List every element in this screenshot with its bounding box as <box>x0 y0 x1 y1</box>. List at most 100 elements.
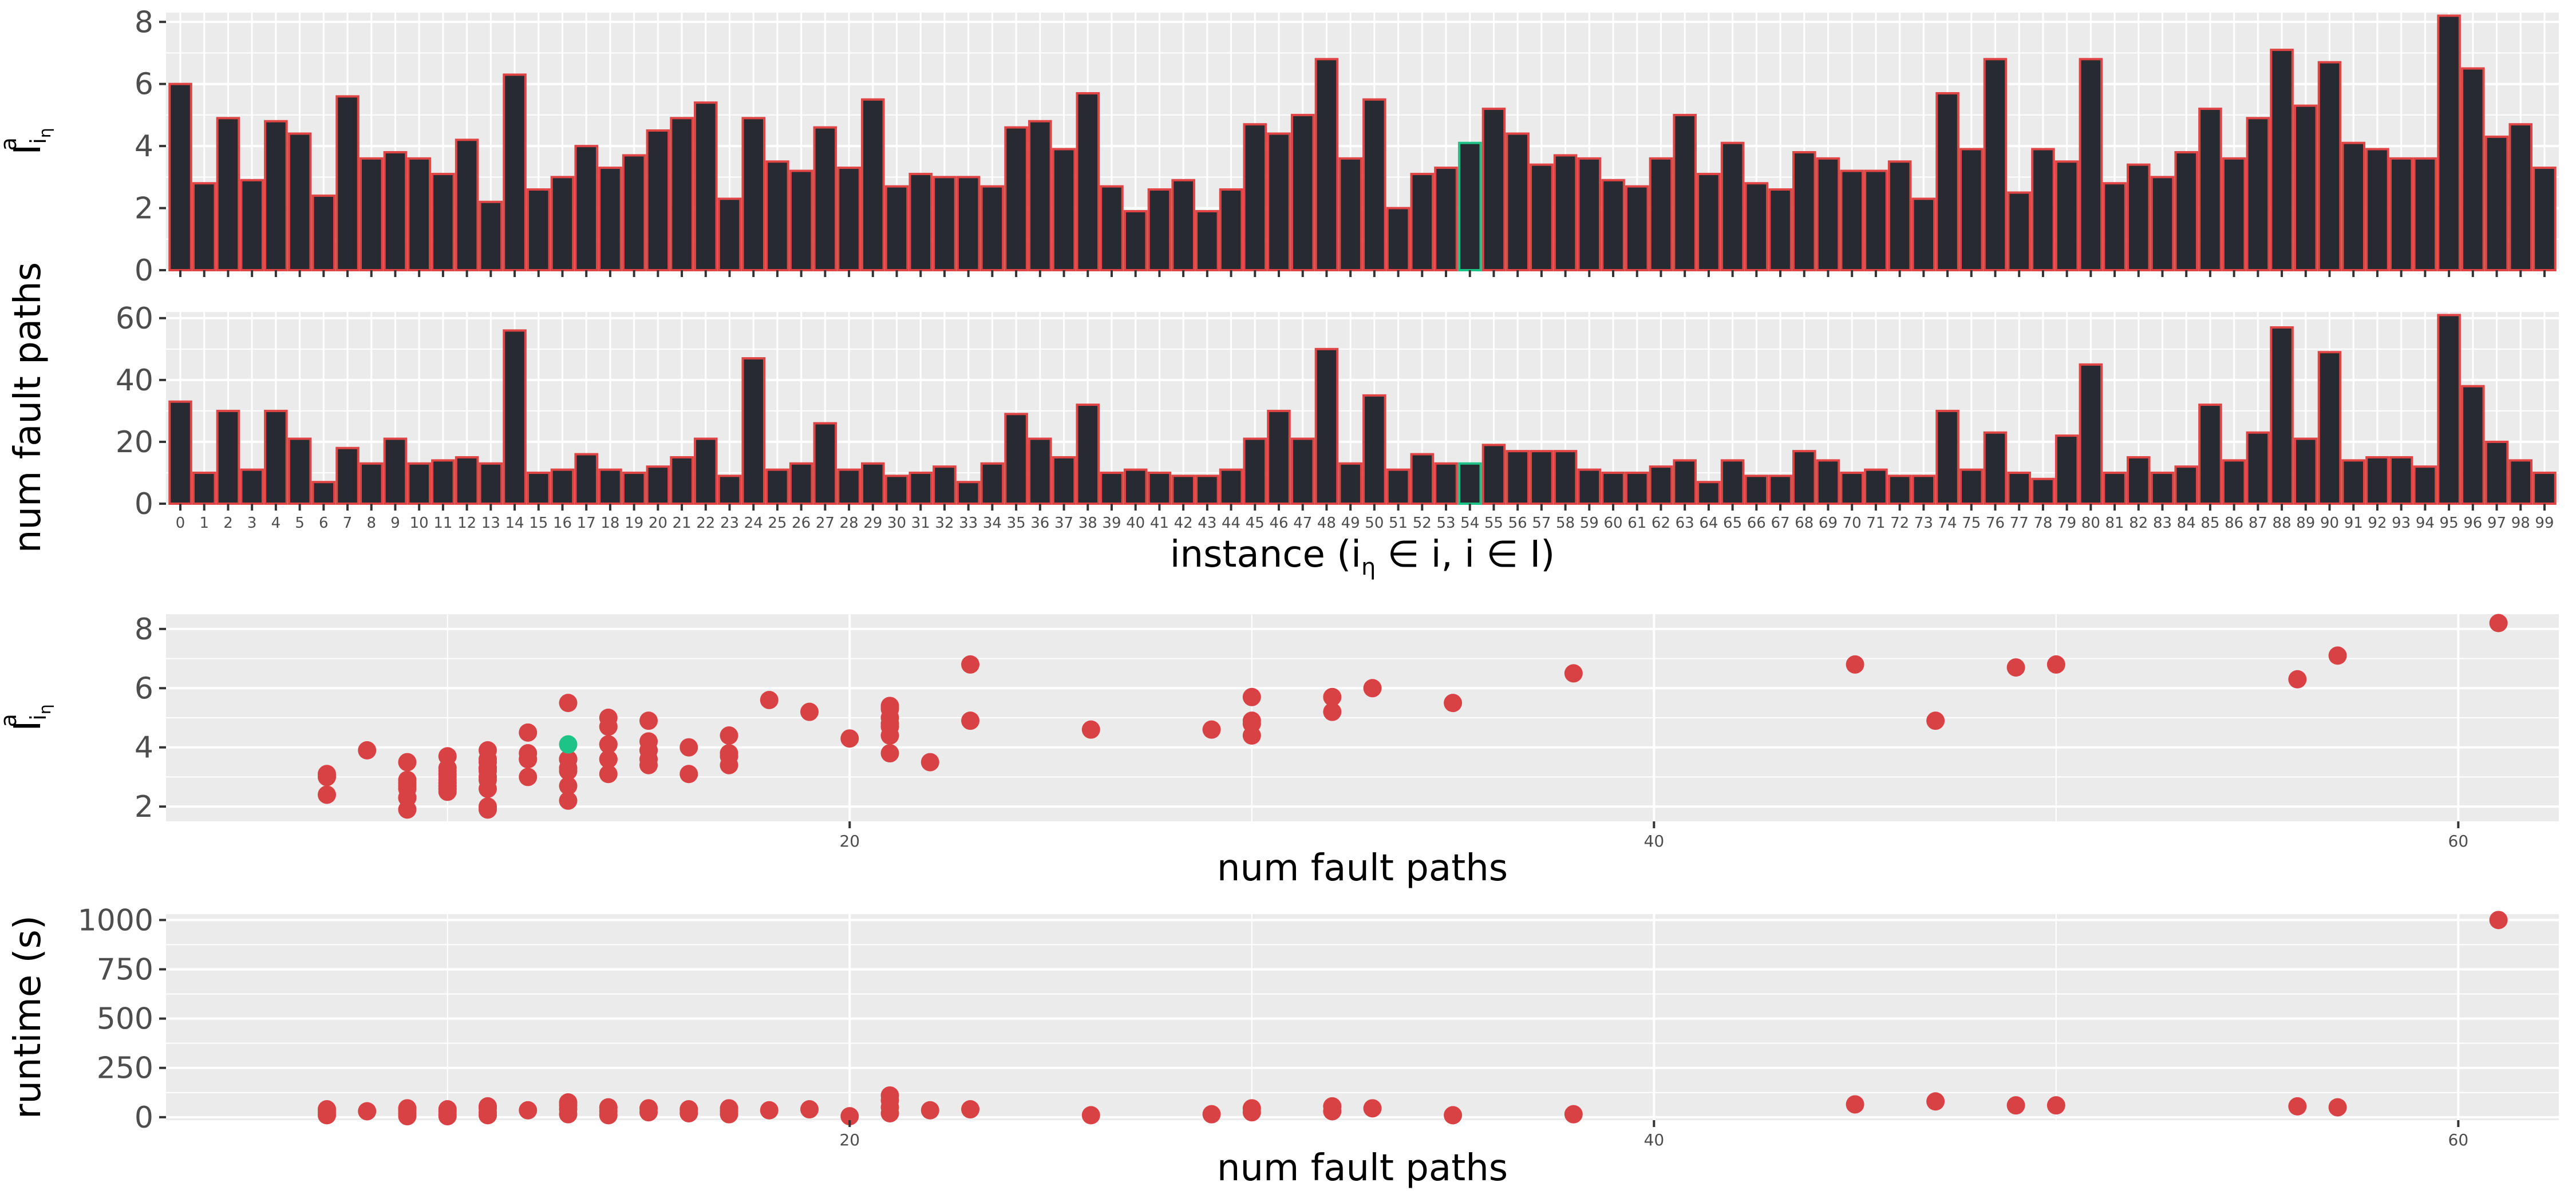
bar <box>1195 209 1219 271</box>
bar <box>431 459 455 505</box>
bar <box>2007 191 2031 271</box>
y-tick-label: 1000 <box>78 903 153 938</box>
bar <box>1386 207 1411 271</box>
bar <box>717 475 742 505</box>
x-tick-label: 40 <box>1644 832 1665 851</box>
x-tick-label: 98 <box>2511 515 2530 532</box>
x-tick-label: 26 <box>792 515 811 532</box>
bar <box>2007 471 2031 505</box>
point <box>720 1099 738 1118</box>
bar <box>789 169 813 271</box>
bar <box>1434 167 1458 272</box>
point <box>961 1100 980 1119</box>
point <box>800 1100 819 1119</box>
bar <box>359 157 384 271</box>
x-tick-label: 27 <box>816 515 835 532</box>
bar <box>2294 437 2318 505</box>
x-tick-label: 67 <box>1771 515 1789 532</box>
bar <box>2150 176 2175 271</box>
bar <box>2341 459 2366 505</box>
bar-highlighted <box>1457 141 1482 271</box>
bar <box>2294 104 2318 271</box>
point <box>639 1103 658 1122</box>
bar <box>359 462 384 505</box>
y-axis-label-sub: i <box>26 714 51 721</box>
bar <box>1697 481 1721 505</box>
bar <box>670 117 694 272</box>
bar <box>2341 141 2366 271</box>
bar <box>2246 117 2270 272</box>
bar <box>1314 58 1339 272</box>
x-tick-label: 81 <box>2105 515 2124 532</box>
bar <box>933 465 957 505</box>
x-tick-label: 82 <box>2129 515 2148 532</box>
x-tick-label: 2 <box>223 515 233 532</box>
bar <box>1744 182 1769 272</box>
bar <box>1195 475 1219 505</box>
bar <box>1100 471 1124 505</box>
bar <box>1123 468 1148 505</box>
x-tick-label: 91 <box>2344 515 2363 532</box>
bar <box>1553 450 1578 505</box>
point <box>358 1102 377 1121</box>
y-tick-label: 60 <box>116 302 153 336</box>
x-tick-label: 54 <box>1460 515 1479 532</box>
y-axis-label-subsub: η <box>35 128 54 138</box>
point <box>559 791 578 810</box>
bar <box>287 437 312 505</box>
point <box>880 699 899 718</box>
bar <box>2413 157 2437 271</box>
x-axis-label-before: instance (i <box>1170 533 1361 576</box>
y-axis-label: num fault paths <box>7 262 49 553</box>
bar <box>1673 459 1697 505</box>
bar <box>1314 347 1339 505</box>
x-tick-label: 45 <box>1246 515 1265 532</box>
bar <box>1673 113 1697 272</box>
y-axis-label-main: I <box>7 144 49 155</box>
bars <box>168 314 2557 505</box>
x-tick-label: 99 <box>2535 515 2554 532</box>
bar <box>2103 471 2127 505</box>
bar <box>908 172 933 271</box>
x-tick-label: 51 <box>1389 515 1408 532</box>
bar <box>1076 92 1100 271</box>
x-tick-label: 80 <box>2081 515 2100 532</box>
bar <box>598 167 622 272</box>
point <box>398 753 417 772</box>
bar <box>2270 49 2294 271</box>
point <box>438 1100 457 1119</box>
bar <box>2484 440 2509 505</box>
bar <box>2198 108 2222 271</box>
point <box>318 1100 337 1119</box>
y-tick-labels: 0 20 40 60 <box>116 302 166 521</box>
bar <box>933 176 957 271</box>
bar <box>407 462 431 505</box>
point <box>1323 1097 1342 1116</box>
point <box>2489 911 2508 930</box>
x-tick-label: 32 <box>935 515 954 532</box>
y-tick-label: 6 <box>135 68 153 102</box>
bar <box>2127 456 2151 505</box>
bar <box>1697 172 1721 271</box>
point <box>519 1101 538 1120</box>
bar <box>1290 437 1315 505</box>
bar <box>1410 453 1435 505</box>
point <box>318 765 337 784</box>
x-tick-label: 86 <box>2225 515 2243 532</box>
bar <box>1123 209 1148 271</box>
point <box>1564 1105 1583 1124</box>
bar <box>2532 167 2557 272</box>
bar <box>2437 14 2461 271</box>
bar <box>1887 475 1912 505</box>
point <box>599 1098 618 1117</box>
x-tick-label: 41 <box>1150 515 1169 532</box>
bar <box>503 73 527 271</box>
x-tick-label: 57 <box>1532 515 1551 532</box>
bar <box>1959 468 1984 505</box>
x-tick-label: 14 <box>505 515 524 532</box>
point <box>920 753 939 772</box>
point <box>1846 655 1864 674</box>
panel-bottom-scatter: 0 250 500 750 1000 20 40 60 num fault paths ru… <box>7 903 2559 1189</box>
bar <box>1625 471 1649 505</box>
